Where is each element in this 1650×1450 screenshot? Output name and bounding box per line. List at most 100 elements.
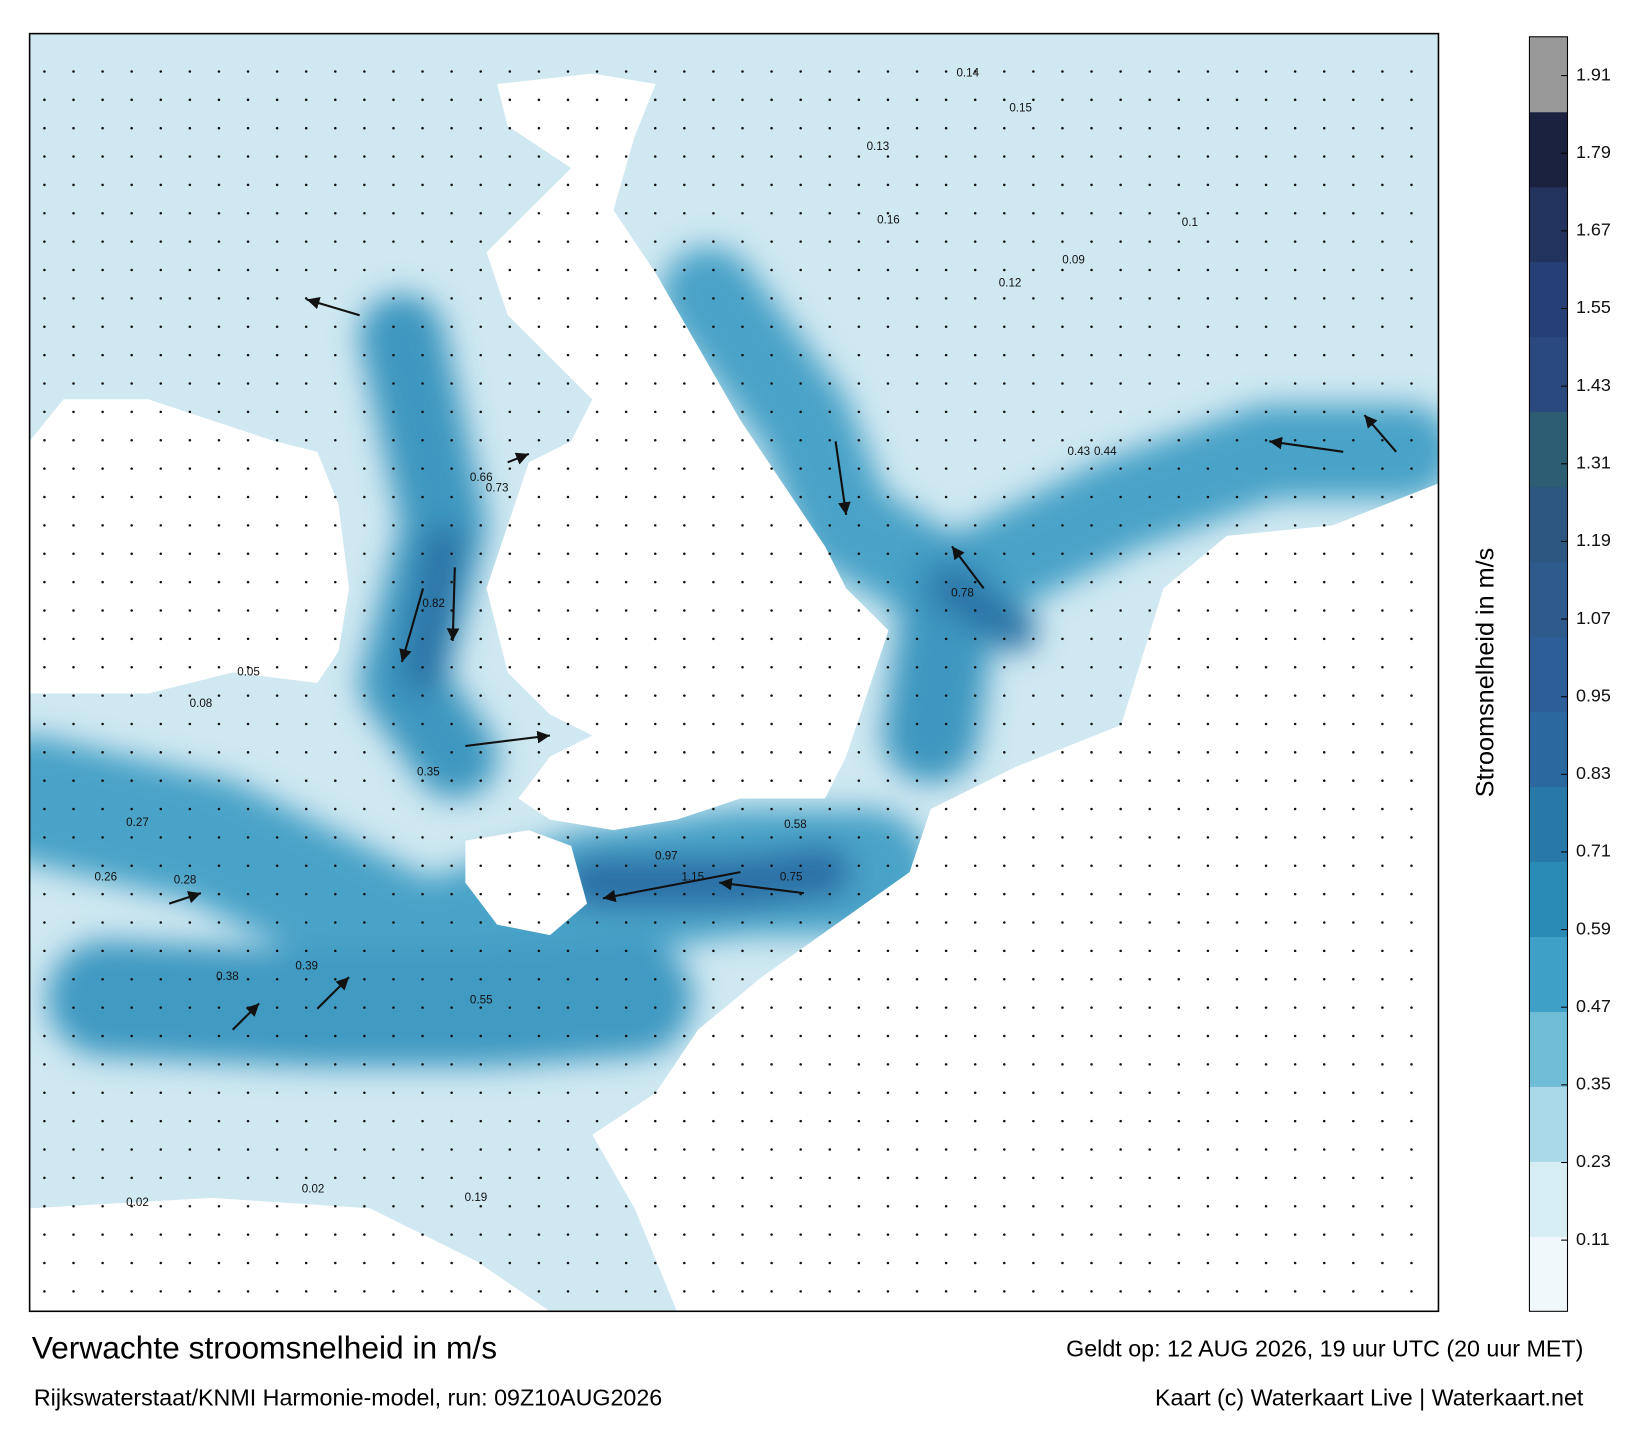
grid-dot <box>1293 1261 1297 1265</box>
grid-dot <box>1206 751 1210 754</box>
grid-dot <box>1177 1176 1181 1180</box>
grid-dot <box>1148 836 1151 839</box>
grid-dot <box>1381 212 1384 215</box>
grid-dot <box>1003 1091 1006 1095</box>
grid-dot <box>653 1233 657 1236</box>
grid-dot <box>275 240 279 243</box>
grid-dot <box>799 864 802 868</box>
grid-dot <box>1177 751 1181 754</box>
grid-dot <box>741 609 744 612</box>
grid-dot <box>508 580 512 584</box>
grid-dot <box>886 751 890 754</box>
grid-dot <box>188 1290 192 1293</box>
grid-dot <box>43 1034 46 1038</box>
grid-dot <box>188 637 192 641</box>
grid-dot <box>1148 609 1151 612</box>
grid-dot <box>1090 1091 1093 1095</box>
grid-dot <box>973 807 977 811</box>
grid-dot <box>1090 978 1093 981</box>
grid-dot <box>1003 1233 1006 1236</box>
grid-dot <box>973 438 977 442</box>
grid-dot <box>1032 126 1035 130</box>
grid-dot <box>275 325 279 329</box>
grid-dot <box>1410 978 1413 981</box>
grid-dot <box>392 694 395 697</box>
grid-dot <box>479 1119 482 1123</box>
grid-dot <box>799 155 802 158</box>
grid-dot <box>1061 1119 1064 1123</box>
speed-label: 0.28 <box>174 875 197 887</box>
grid-dot <box>1003 609 1006 612</box>
grid-dot <box>217 807 221 811</box>
grid-dot <box>508 722 512 726</box>
grid-dot <box>275 1204 279 1208</box>
grid-dot <box>537 438 541 442</box>
grid-dot <box>857 892 861 896</box>
grid-dot <box>1206 921 1210 924</box>
grid-dot <box>537 353 541 357</box>
grid-dot <box>1352 779 1355 782</box>
grid-dot <box>1119 325 1122 329</box>
grid-dot <box>1381 892 1384 896</box>
grid-dot <box>1235 665 1239 669</box>
grid-dot <box>1381 353 1384 357</box>
grid-dot <box>828 495 832 499</box>
grid-dot <box>770 1261 773 1265</box>
grid-dot <box>683 382 686 385</box>
grid-dot <box>1264 325 1268 329</box>
grid-dot <box>1410 325 1413 329</box>
grid-dot <box>479 580 482 584</box>
grid-dot <box>1264 1290 1268 1293</box>
colorbar-tick-label: 0.23 <box>1576 1151 1611 1171</box>
grid-dot <box>1293 297 1297 300</box>
grid-dot <box>1003 410 1006 414</box>
grid-dot <box>363 665 366 669</box>
grid-dot <box>712 98 715 102</box>
grid-dot <box>915 524 919 527</box>
grid-dot <box>159 467 163 470</box>
grid-dot <box>566 155 570 158</box>
grid-dot <box>624 382 628 385</box>
grid-dot <box>1352 864 1355 868</box>
grid-dot <box>421 1034 424 1038</box>
grid-dot <box>479 410 482 414</box>
grid-dot <box>537 694 541 697</box>
grid-dot <box>479 892 482 896</box>
grid-dot <box>624 807 628 811</box>
grid-dot <box>1032 155 1035 158</box>
grid-dot <box>1032 240 1035 243</box>
grid-dot <box>566 836 570 839</box>
grid-dot <box>1148 1006 1151 1009</box>
grid-dot <box>595 978 599 981</box>
grid-dot <box>973 552 977 555</box>
grid-dot <box>275 1261 279 1265</box>
grid-dot <box>1293 978 1297 981</box>
grid-dot <box>1322 297 1326 300</box>
grid-dot <box>1177 1006 1181 1009</box>
grid-dot <box>857 864 861 868</box>
grid-dot <box>101 949 104 953</box>
grid-dot <box>653 1148 657 1151</box>
grid-dot <box>450 864 453 868</box>
grid-dot <box>741 70 744 73</box>
grid-dot <box>479 807 482 811</box>
grid-dot <box>43 70 46 73</box>
grid-dot <box>246 609 250 612</box>
grid-dot <box>217 1233 221 1236</box>
grid-dot <box>712 353 715 357</box>
grid-dot <box>712 382 715 385</box>
grid-dot <box>857 1148 861 1151</box>
grid-dot <box>973 1063 977 1066</box>
grid-dot <box>334 1233 337 1236</box>
grid-dot <box>246 495 250 499</box>
grid-dot <box>275 1290 279 1293</box>
grid-dot <box>828 155 832 158</box>
colorbar-tick-label: 0.35 <box>1576 1074 1611 1094</box>
grid-dot <box>683 325 686 329</box>
grid-dot <box>246 297 250 300</box>
grid-dot <box>334 694 337 697</box>
grid-dot <box>450 1176 453 1180</box>
grid-dot <box>392 1119 395 1123</box>
grid-dot <box>653 1006 657 1009</box>
grid-dot <box>421 126 424 130</box>
